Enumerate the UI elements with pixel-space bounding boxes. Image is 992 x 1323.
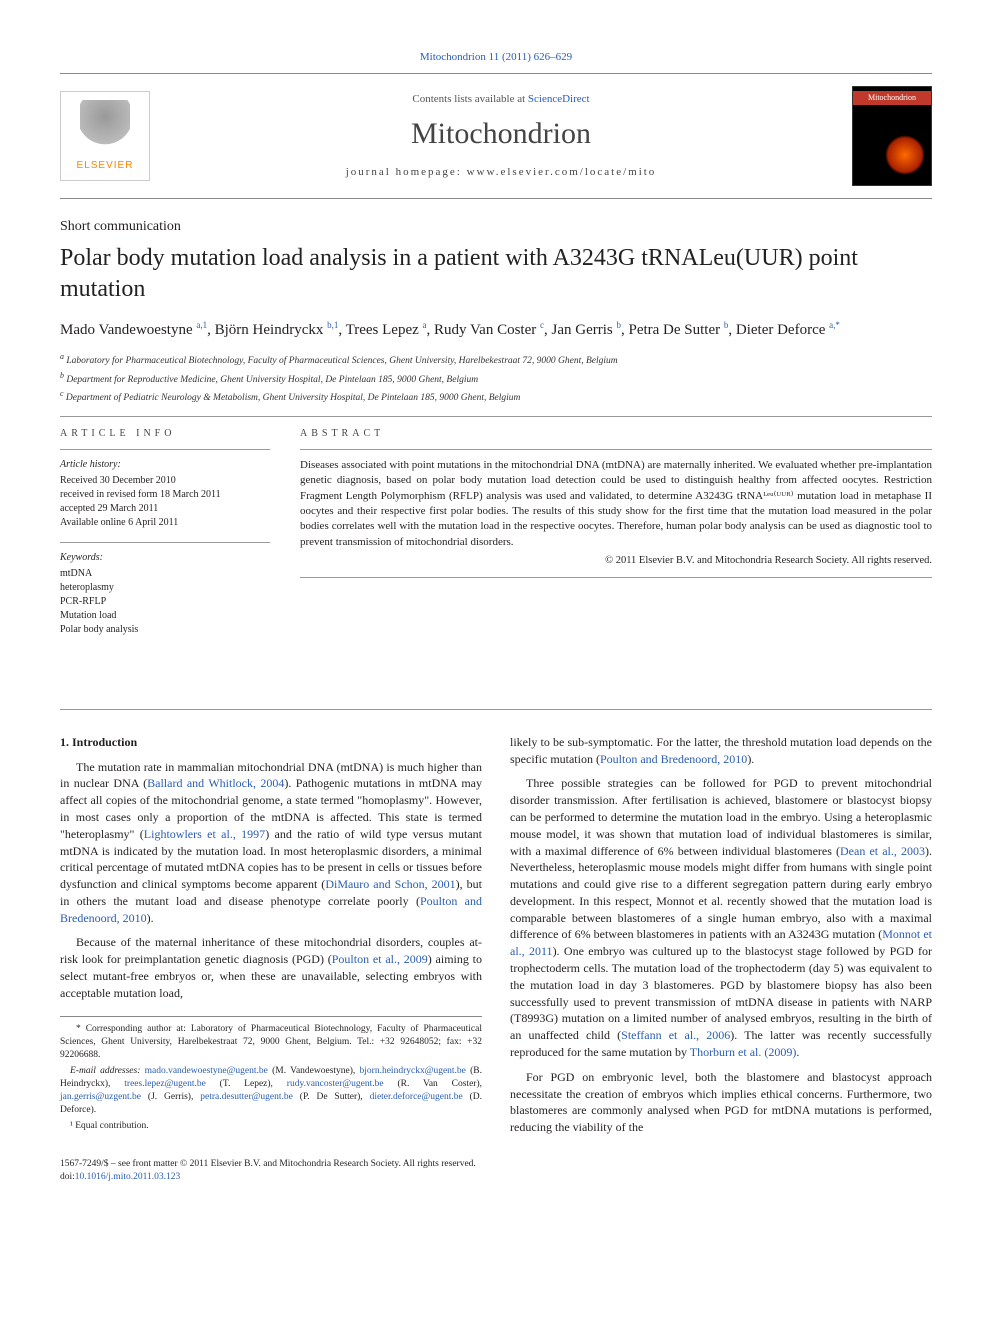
keyword: PCR-RFLP bbox=[60, 595, 270, 609]
author: Björn Heindryckx b,1 bbox=[215, 322, 339, 338]
cover-label: Mitochondrion bbox=[853, 91, 931, 104]
section-heading: 1. Introduction bbox=[60, 734, 482, 751]
article-info-col: ARTICLE INFO Article history: Received 3… bbox=[60, 427, 270, 649]
elsevier-wordmark: ELSEVIER bbox=[77, 159, 134, 173]
author: Dieter Deforce a,* bbox=[736, 322, 840, 338]
abstract-copyright: © 2011 Elsevier B.V. and Mitochondria Re… bbox=[300, 554, 932, 569]
author-list: Mado Vandewoestyne a,1, Björn Heindryckx… bbox=[60, 319, 932, 341]
front-matter-text: 1567-7249/$ – see front matter © 2011 El… bbox=[60, 1158, 932, 1171]
paragraph: Because of the maternal inheritance of t… bbox=[60, 934, 482, 1001]
doi-link[interactable]: 10.1016/j.mito.2011.03.123 bbox=[75, 1172, 180, 1182]
journal-title: Mitochondrion bbox=[150, 113, 852, 155]
keywords-block: Keywords: mtDNAheteroplasmyPCR-RFLPMutat… bbox=[60, 551, 270, 637]
cover-graphic-icon bbox=[885, 135, 925, 175]
citation-link[interactable]: Poulton et al., 2009 bbox=[332, 952, 428, 966]
rule bbox=[300, 577, 932, 578]
history-line: Available online 6 April 2011 bbox=[60, 516, 270, 530]
email-link[interactable]: petra.desutter@ugent.be bbox=[200, 1092, 293, 1102]
author: Mado Vandewoestyne a,1 bbox=[60, 322, 207, 338]
citation-link[interactable]: Poulton and Bredenoord, 2010 bbox=[600, 752, 747, 766]
affiliation-b: b Department for Reproductive Medicine, … bbox=[60, 370, 932, 387]
paragraph: The mutation rate in mammalian mitochond… bbox=[60, 759, 482, 927]
author: Trees Lepez a bbox=[346, 322, 427, 338]
author-affil-link[interactable]: b bbox=[616, 320, 621, 330]
affiliation-c: c Department of Pediatric Neurology & Me… bbox=[60, 388, 932, 405]
contents-line: Contents lists available at ScienceDirec… bbox=[150, 92, 852, 107]
rule bbox=[60, 542, 270, 543]
right-column: likely to be sub-symptomatic. For the la… bbox=[510, 734, 932, 1144]
author: Jan Gerris b bbox=[552, 322, 621, 338]
history-label: Article history: bbox=[60, 458, 270, 472]
history-line: accepted 29 March 2011 bbox=[60, 502, 270, 516]
author-affil-link[interactable]: a,1 bbox=[196, 320, 207, 330]
abstract-text: Diseases associated with point mutations… bbox=[300, 458, 932, 550]
rule bbox=[60, 449, 270, 450]
journal-cover-thumb: Mitochondrion bbox=[852, 86, 932, 186]
citation-link[interactable]: Lightowlers et al., 1997 bbox=[144, 827, 265, 841]
rule bbox=[300, 449, 932, 450]
citation-link[interactable]: Ballard and Whitlock, 2004 bbox=[147, 776, 284, 790]
article-title: Polar body mutation load analysis in a p… bbox=[60, 243, 932, 305]
keyword: Mutation load bbox=[60, 609, 270, 623]
contents-prefix: Contents lists available at bbox=[412, 93, 527, 105]
elsevier-tree-icon bbox=[80, 100, 130, 155]
citation-link[interactable]: Thorburn et al. (2009) bbox=[690, 1045, 797, 1059]
article-history: Article history: Received 30 December 20… bbox=[60, 458, 270, 530]
doi-prefix: doi: bbox=[60, 1172, 75, 1182]
paragraph: Three possible strategies can be followe… bbox=[510, 775, 932, 1061]
affiliation-a: a Laboratory for Pharmaceutical Biotechn… bbox=[60, 351, 932, 368]
email-link[interactable]: jan.gerris@uzgent.be bbox=[60, 1092, 141, 1102]
rule bbox=[60, 416, 932, 417]
article-info-heading: ARTICLE INFO bbox=[60, 427, 270, 441]
left-column: 1. Introduction The mutation rate in mam… bbox=[60, 734, 482, 1144]
author: Rudy Van Coster c bbox=[434, 322, 544, 338]
journal-header: ELSEVIER Contents lists available at Sci… bbox=[60, 73, 932, 199]
abstract-col: ABSTRACT Diseases associated with point … bbox=[300, 427, 932, 649]
top-citation-link[interactable]: Mitochondrion 11 (2011) 626–629 bbox=[420, 51, 572, 63]
keywords-label: Keywords: bbox=[60, 551, 270, 565]
paragraph: For PGD on embryonic level, both the bla… bbox=[510, 1069, 932, 1136]
homepage-line: journal homepage: www.elsevier.com/locat… bbox=[150, 165, 852, 180]
citation-link[interactable]: DiMauro and Schon, 2001 bbox=[325, 877, 455, 891]
equal-contribution: ¹ Equal contribution. bbox=[60, 1120, 482, 1133]
abstract-heading: ABSTRACT bbox=[300, 427, 932, 441]
history-line: received in revised form 18 March 2011 bbox=[60, 488, 270, 502]
footnotes: * Corresponding author at: Laboratory of… bbox=[60, 1016, 482, 1133]
email-link[interactable]: bjorn.heindryckx@ugent.be bbox=[360, 1066, 466, 1076]
keyword: mtDNA bbox=[60, 567, 270, 581]
communication-type: Short communication bbox=[60, 217, 932, 237]
author-affil-link[interactable]: a bbox=[423, 320, 427, 330]
body-columns: 1. Introduction The mutation rate in mam… bbox=[60, 734, 932, 1144]
rule bbox=[60, 709, 932, 710]
email-addresses: E-mail addresses: mado.vandewoestyne@uge… bbox=[60, 1065, 482, 1118]
email-label: E-mail addresses: bbox=[70, 1066, 145, 1076]
sciencedirect-link[interactable]: ScienceDirect bbox=[528, 93, 590, 105]
homepage-url: www.elsevier.com/locate/mito bbox=[467, 166, 657, 178]
author-affil-link[interactable]: b,1 bbox=[327, 320, 338, 330]
keyword: Polar body analysis bbox=[60, 623, 270, 637]
elsevier-logo: ELSEVIER bbox=[60, 91, 150, 181]
top-citation: Mitochondrion 11 (2011) 626–629 bbox=[60, 50, 932, 65]
corresponding-author: * Corresponding author at: Laboratory of… bbox=[60, 1023, 482, 1063]
email-link[interactable]: rudy.vancoster@ugent.be bbox=[287, 1079, 384, 1089]
affiliations: a Laboratory for Pharmaceutical Biotechn… bbox=[60, 351, 932, 405]
front-matter: 1567-7249/$ – see front matter © 2011 El… bbox=[60, 1158, 932, 1185]
citation-link[interactable]: Dean et al., 2003 bbox=[840, 844, 925, 858]
author-affil-link[interactable]: b bbox=[724, 320, 729, 330]
email-link[interactable]: trees.lepez@ugent.be bbox=[124, 1079, 206, 1089]
email-link[interactable]: mado.vandewoestyne@ugent.be bbox=[145, 1066, 268, 1076]
homepage-prefix: journal homepage: bbox=[346, 166, 467, 178]
citation-link[interactable]: Steffann et al., 2006 bbox=[621, 1028, 730, 1042]
paragraph: likely to be sub-symptomatic. For the la… bbox=[510, 734, 932, 768]
author-affil-link[interactable]: c bbox=[540, 320, 544, 330]
author-affil-link[interactable]: a,* bbox=[829, 320, 840, 330]
email-link[interactable]: dieter.deforce@ugent.be bbox=[370, 1092, 463, 1102]
keyword: heteroplasmy bbox=[60, 581, 270, 595]
author: Petra De Sutter b bbox=[628, 322, 728, 338]
history-line: Received 30 December 2010 bbox=[60, 474, 270, 488]
